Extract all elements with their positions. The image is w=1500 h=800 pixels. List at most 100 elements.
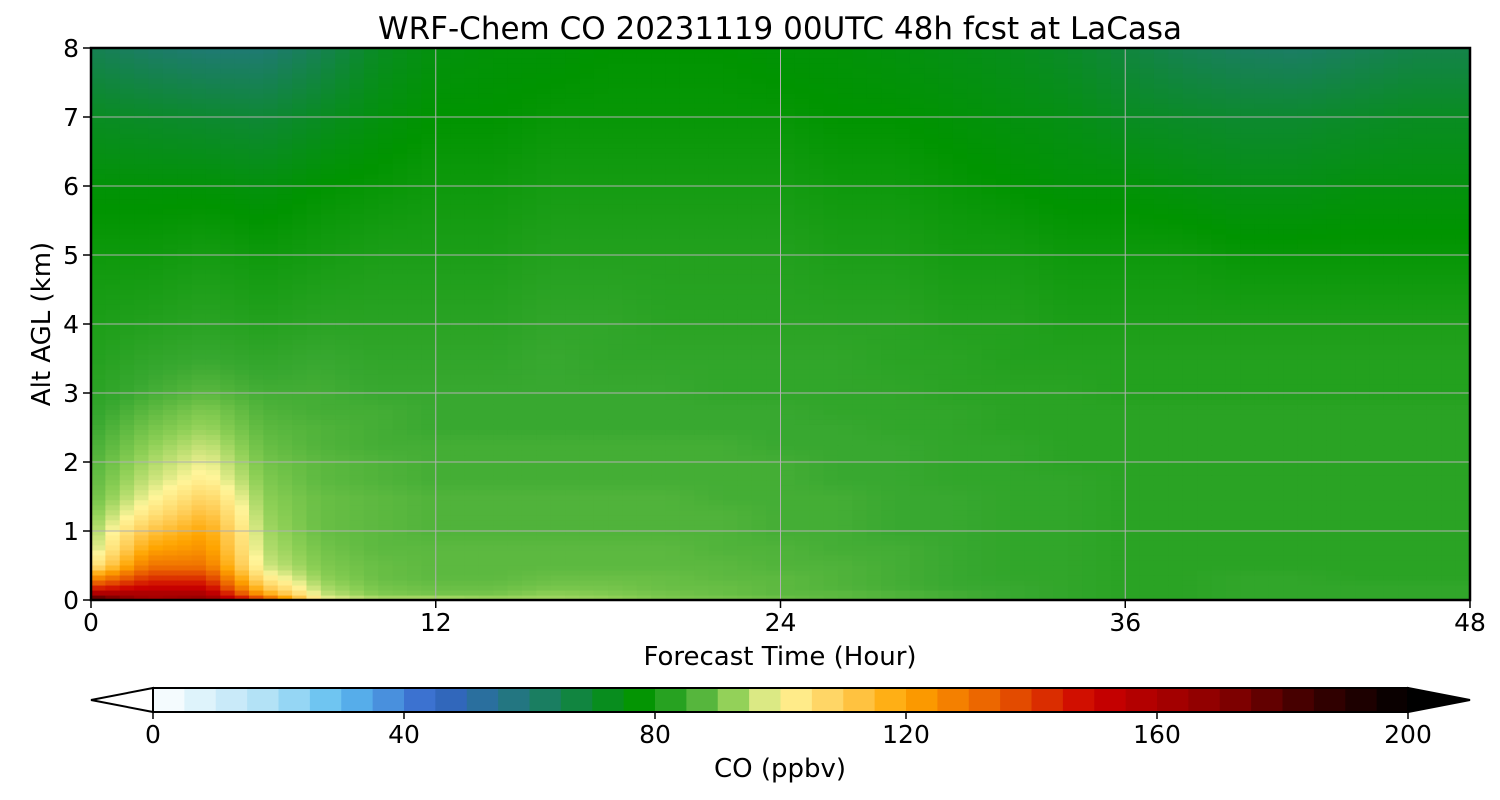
heatmap-cell (866, 384, 882, 390)
heatmap-cell (809, 504, 825, 511)
heatmap-cell (1254, 364, 1270, 370)
heatmap-cell (1268, 549, 1284, 556)
heatmap-cell (651, 359, 667, 365)
heatmap-cell (751, 464, 767, 471)
heatmap-cell (421, 364, 437, 370)
heatmap-cell (1024, 579, 1040, 586)
heatmap-cell (464, 454, 480, 461)
heatmap-cell (1039, 534, 1055, 541)
heatmap-cell (1383, 519, 1399, 526)
heatmap-cell (234, 579, 250, 586)
heatmap-cell (981, 574, 997, 581)
heatmap-cell (507, 359, 523, 365)
heatmap-cell (407, 389, 422, 395)
heatmap-cell (1153, 484, 1169, 491)
heatmap-cell (220, 509, 236, 516)
heatmap-cell (521, 389, 537, 395)
heatmap-cell (392, 444, 408, 451)
heatmap-cell (1153, 439, 1169, 446)
heatmap-cell (995, 504, 1011, 511)
heatmap-cell (277, 404, 293, 410)
heatmap-cell (694, 574, 710, 581)
heatmap-cell (952, 414, 968, 420)
heatmap-cell (378, 424, 394, 430)
heatmap-cell (249, 589, 264, 596)
heatmap-cell (952, 444, 968, 451)
heatmap-cell (593, 499, 609, 506)
heatmap-cell (119, 554, 135, 561)
heatmap-cell (292, 359, 308, 365)
heatmap-cell (636, 469, 652, 476)
heatmap-cell (363, 449, 379, 456)
heatmap-cell (1340, 444, 1356, 451)
heatmap-cell (507, 509, 523, 516)
heatmap-cell (967, 584, 983, 591)
heatmap-cell (636, 569, 652, 576)
heatmap-cell (277, 504, 293, 511)
heatmap-cell (407, 534, 422, 541)
heatmap-cell (823, 444, 839, 451)
heatmap-cell (1039, 359, 1055, 365)
heatmap-cell (809, 464, 825, 471)
heatmap-cell (421, 439, 437, 446)
heatmap-cell (924, 339, 940, 345)
heatmap-cell (967, 404, 983, 410)
heatmap-cell (292, 384, 308, 390)
heatmap-cell (1369, 399, 1385, 405)
heatmap-cell (1426, 374, 1442, 380)
heatmap-cell (1010, 514, 1026, 521)
heatmap-cell (493, 434, 509, 441)
heatmap-cell (679, 524, 695, 531)
heatmap-cell (579, 534, 595, 541)
heatmap-cell (665, 374, 681, 380)
heatmap-cell (105, 544, 121, 551)
heatmap-cell (1340, 514, 1356, 521)
heatmap-cell (450, 434, 466, 441)
heatmap-cell (823, 509, 839, 516)
heatmap-cell (593, 409, 609, 415)
heatmap-cell (450, 514, 466, 521)
heatmap-cell (91, 594, 106, 600)
heatmap-cell (938, 519, 954, 526)
heatmap-cell (1311, 534, 1327, 541)
heatmap-cell (1455, 384, 1470, 390)
heatmap-cell (665, 439, 681, 446)
heatmap-cell (651, 419, 667, 425)
heatmap-cell (1240, 419, 1256, 425)
heatmap-cell (723, 574, 738, 581)
heatmap-cell (1412, 399, 1428, 405)
heatmap-cell (478, 529, 494, 536)
heatmap-cell (292, 579, 308, 586)
heatmap-cell (593, 544, 609, 551)
heatmap-cell (981, 564, 997, 571)
heatmap-cell (1024, 374, 1040, 380)
heatmap-cell (1297, 569, 1313, 576)
heatmap-cell (1096, 539, 1112, 546)
heatmap-cell (177, 394, 193, 400)
heatmap-cell (378, 529, 394, 536)
heatmap-cell (1340, 504, 1356, 511)
heatmap-cell (622, 429, 638, 435)
heatmap-cell (464, 534, 480, 541)
heatmap-cell (636, 474, 652, 481)
heatmap-cell (608, 539, 624, 546)
heatmap-cell (320, 339, 336, 345)
heatmap-cell (363, 534, 379, 541)
heatmap-cell (521, 339, 537, 345)
heatmap-cell (263, 559, 279, 566)
heatmap-cell (134, 394, 150, 400)
heatmap-cell (1398, 594, 1414, 600)
heatmap-cell (464, 344, 480, 350)
heatmap-cell (823, 519, 839, 526)
heatmap-cell (1268, 509, 1284, 516)
heatmap-cell (320, 569, 336, 576)
heatmap-cell (450, 574, 466, 581)
heatmap-cell (679, 359, 695, 365)
heatmap-cell (1268, 364, 1284, 370)
heatmap-cell (967, 434, 983, 441)
heatmap-cell (1197, 549, 1213, 556)
heatmap-cell (909, 444, 925, 451)
heatmap-cell (1182, 574, 1198, 581)
heatmap-cell (421, 484, 437, 491)
heatmap-cell (363, 594, 379, 600)
